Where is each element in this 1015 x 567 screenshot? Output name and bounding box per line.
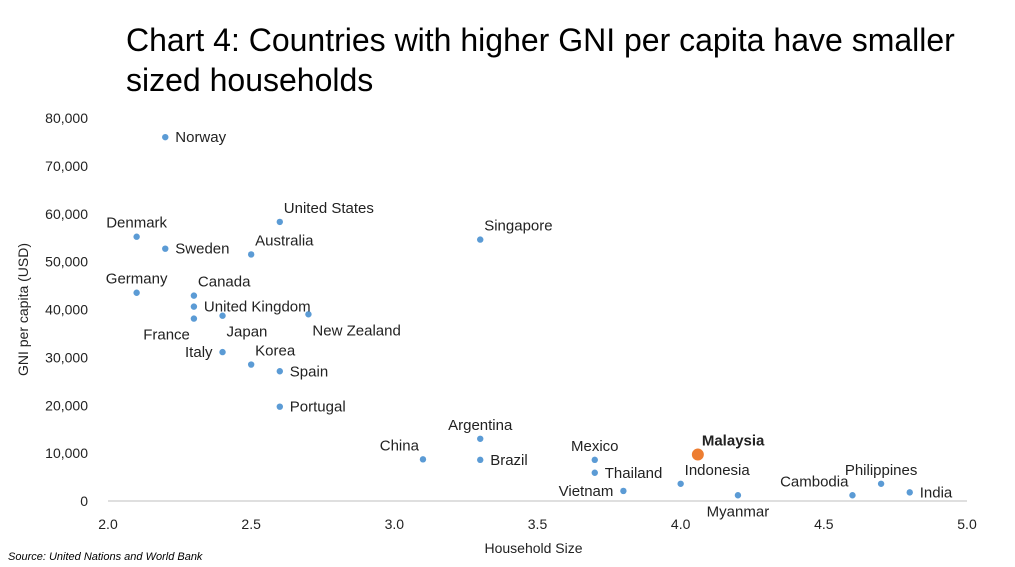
point-cambodia bbox=[849, 492, 856, 499]
point-portugal bbox=[276, 403, 283, 410]
x-tick-label: 2.5 bbox=[241, 516, 261, 532]
label-malaysia: Malaysia bbox=[702, 433, 765, 450]
label-australia: Australia bbox=[255, 232, 314, 249]
source-note: Source: United Nations and World Bank bbox=[8, 551, 203, 563]
label-united-kingdom: United Kingdom bbox=[204, 299, 311, 316]
y-tick-label: 50,000 bbox=[45, 254, 88, 270]
point-united-kingdom bbox=[190, 303, 198, 310]
point-japan bbox=[219, 312, 226, 319]
point-spain bbox=[276, 368, 283, 375]
y-tick-label: 10,000 bbox=[45, 445, 88, 461]
y-tick-label: 30,000 bbox=[45, 349, 88, 365]
label-germany: Germany bbox=[106, 271, 168, 288]
point-philippines bbox=[877, 480, 885, 487]
axes: 2.0 2.5 3.0 3.5 4.0 4.5 5.0 0 10,000 20,000 30,000… bbox=[45, 110, 977, 532]
label-thailand: Thailand bbox=[605, 465, 663, 482]
point-new-zealand bbox=[305, 311, 312, 318]
point-thailand bbox=[591, 469, 598, 476]
x-tick-label: 4.5 bbox=[814, 516, 834, 532]
label-korea: Korea bbox=[255, 343, 296, 360]
label-vietnam: Vietnam bbox=[559, 483, 614, 500]
point-brazil bbox=[477, 456, 484, 464]
point-australia bbox=[247, 251, 255, 258]
point-vietnam bbox=[620, 487, 627, 495]
point-united-states bbox=[276, 218, 283, 226]
x-tick-label: 3.0 bbox=[385, 516, 405, 532]
y-tick-label: 60,000 bbox=[45, 206, 88, 222]
y-tick-label: 20,000 bbox=[45, 397, 88, 413]
label-france: France bbox=[143, 327, 190, 344]
label-sweden: Sweden bbox=[175, 241, 229, 258]
point-india bbox=[906, 489, 913, 496]
label-indonesia: Indonesia bbox=[685, 462, 751, 479]
point-myanmar bbox=[734, 492, 742, 499]
label-singapore: Singapore bbox=[484, 218, 552, 235]
label-india: India bbox=[920, 484, 953, 501]
label-argentina: Argentina bbox=[448, 417, 513, 434]
data-points bbox=[133, 133, 913, 499]
x-tick-label: 5.0 bbox=[957, 516, 977, 532]
label-united-states: United States bbox=[284, 200, 374, 217]
label-portugal: Portugal bbox=[290, 399, 346, 416]
y-tick-label: 80,000 bbox=[45, 110, 88, 126]
y-tick-label: 0 bbox=[80, 493, 88, 509]
label-myanmar: Myanmar bbox=[707, 503, 770, 520]
point-denmark bbox=[133, 233, 140, 240]
point-germany bbox=[133, 289, 140, 296]
y-axis-title: GNI per capita (USD) bbox=[15, 243, 31, 376]
point-canada bbox=[190, 292, 198, 299]
label-spain: Spain bbox=[290, 363, 328, 380]
point-indonesia bbox=[677, 480, 684, 487]
label-china: China bbox=[380, 437, 420, 454]
point-sweden bbox=[162, 245, 169, 252]
x-tick-label: 2.0 bbox=[98, 516, 118, 532]
point-italy bbox=[219, 348, 226, 356]
point-malaysia bbox=[691, 448, 704, 461]
point-argentina bbox=[477, 435, 484, 442]
label-canada: Canada bbox=[198, 274, 251, 291]
x-tick-label: 3.5 bbox=[528, 516, 548, 532]
label-norway: Norway bbox=[175, 129, 226, 146]
label-italy: Italy bbox=[185, 344, 213, 361]
x-tick-label: 4.0 bbox=[671, 516, 691, 532]
y-tick-label: 40,000 bbox=[45, 302, 88, 318]
label-brazil: Brazil bbox=[490, 452, 528, 469]
point-china bbox=[419, 456, 427, 463]
point-mexico bbox=[591, 456, 598, 464]
chart-title: Chart 4: Countries with higher GNI per c… bbox=[126, 22, 955, 98]
label-philippines: Philippines bbox=[845, 462, 918, 479]
y-tick-label: 70,000 bbox=[45, 158, 88, 174]
point-singapore bbox=[477, 236, 484, 243]
label-japan: Japan bbox=[227, 324, 268, 341]
label-denmark: Denmark bbox=[106, 215, 167, 232]
x-axis-title: Household Size bbox=[484, 540, 582, 556]
point-norway bbox=[162, 133, 169, 141]
label-new-zealand: New Zealand bbox=[312, 322, 400, 339]
label-cambodia: Cambodia bbox=[780, 473, 849, 490]
point-labels: Norway United States Denmark Sweden Australi… bbox=[106, 129, 953, 520]
point-korea bbox=[247, 361, 255, 368]
label-mexico: Mexico bbox=[571, 438, 619, 455]
point-france bbox=[190, 315, 198, 322]
